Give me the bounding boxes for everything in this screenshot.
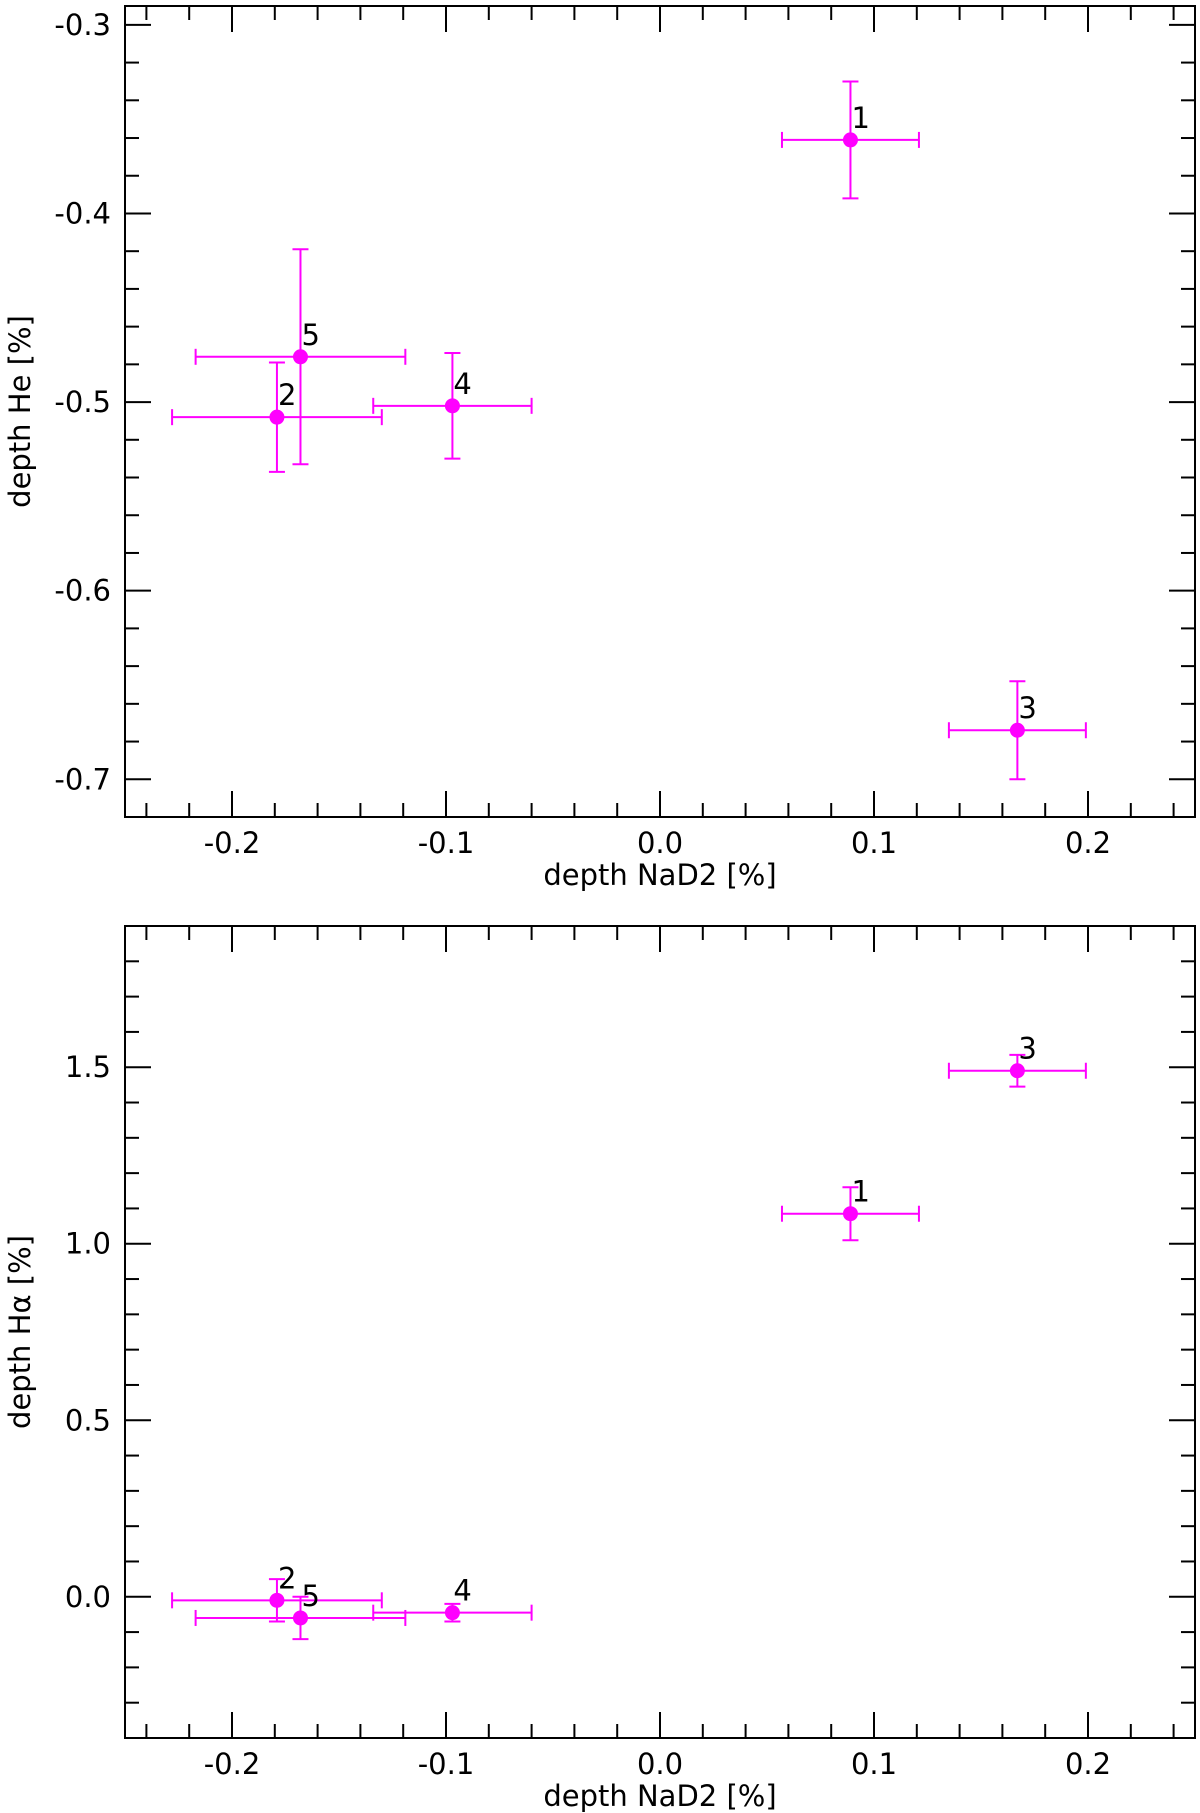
x-tick-label: 0.2 xyxy=(1065,826,1111,860)
x-tick-label: 0.1 xyxy=(851,1747,897,1781)
data-marker xyxy=(1009,1063,1025,1079)
data-marker xyxy=(842,1206,858,1222)
data-point-4: 4 xyxy=(372,1574,533,1623)
x-tick-label: 0.0 xyxy=(637,826,683,860)
x-tick-label: -0.2 xyxy=(204,826,261,860)
point-label: 5 xyxy=(301,318,319,352)
data-point-2: 2 xyxy=(171,1561,383,1623)
y-tick-label: 1.0 xyxy=(65,1227,111,1261)
x-tick-label: -0.1 xyxy=(418,826,475,860)
data-point-5: 5 xyxy=(194,248,407,466)
data-marker xyxy=(444,1605,460,1621)
point-label: 1 xyxy=(851,1175,869,1209)
data-marker xyxy=(292,349,308,365)
y-tick-label: -0.5 xyxy=(54,385,111,419)
point-label: 4 xyxy=(453,1574,471,1608)
point-label: 2 xyxy=(278,1561,296,1595)
y-axis-title: depth He [%] xyxy=(3,315,37,508)
point-label: 3 xyxy=(1018,1032,1036,1066)
data-point-3: 3 xyxy=(947,1032,1087,1088)
point-label: 4 xyxy=(453,367,471,401)
y-tick-label: -0.3 xyxy=(54,8,111,42)
point-label: 1 xyxy=(851,101,869,135)
y-tick-label: 0.0 xyxy=(65,1580,111,1614)
data-marker xyxy=(842,132,858,148)
x-tick-label: 0.2 xyxy=(1065,1747,1111,1781)
x-tick-label: -0.1 xyxy=(418,1747,475,1781)
x-tick-label: 0.0 xyxy=(637,1747,683,1781)
data-point-3: 3 xyxy=(947,680,1087,781)
y-tick-label: -0.4 xyxy=(54,196,111,230)
data-point-2: 2 xyxy=(171,361,383,473)
data-point-5: 5 xyxy=(194,1579,407,1641)
x-axis-title: depth NaD2 [%] xyxy=(543,858,776,892)
y-axis-title: depth Hα [%] xyxy=(3,1235,37,1429)
data-point-4: 4 xyxy=(372,352,533,460)
data-marker xyxy=(269,1592,285,1608)
y-tick-label: -0.7 xyxy=(54,762,111,796)
panel-bottom-halpha-vs-nad2: -0.2 -0.1 0.0 0.1 0.2 0.0 0.5 1.0 1.5 depth NaD2 … xyxy=(3,925,1196,1813)
y-tick-label: -0.6 xyxy=(54,574,111,608)
x-tick-label: 0.1 xyxy=(851,826,897,860)
data-point-1: 1 xyxy=(780,1175,920,1242)
x-axis-title: depth NaD2 [%] xyxy=(543,1779,776,1813)
point-label: 5 xyxy=(301,1579,319,1613)
data-marker xyxy=(292,1610,308,1626)
data-marker xyxy=(269,409,285,425)
panel-top-he-vs-nad2: -0.2 -0.1 0.0 0.1 0.2 -0.3 -0.4 -0.5 -0.6 -0.7 dep… xyxy=(3,5,1196,892)
data-marker xyxy=(444,398,460,414)
y-tick-label: 0.5 xyxy=(65,1403,111,1437)
y-tick-label: 1.5 xyxy=(65,1050,111,1084)
point-label: 3 xyxy=(1018,691,1036,725)
data-marker xyxy=(1009,722,1025,738)
point-label: 2 xyxy=(278,378,296,412)
x-tick-label: -0.2 xyxy=(204,1747,261,1781)
data-point-1: 1 xyxy=(780,80,920,200)
